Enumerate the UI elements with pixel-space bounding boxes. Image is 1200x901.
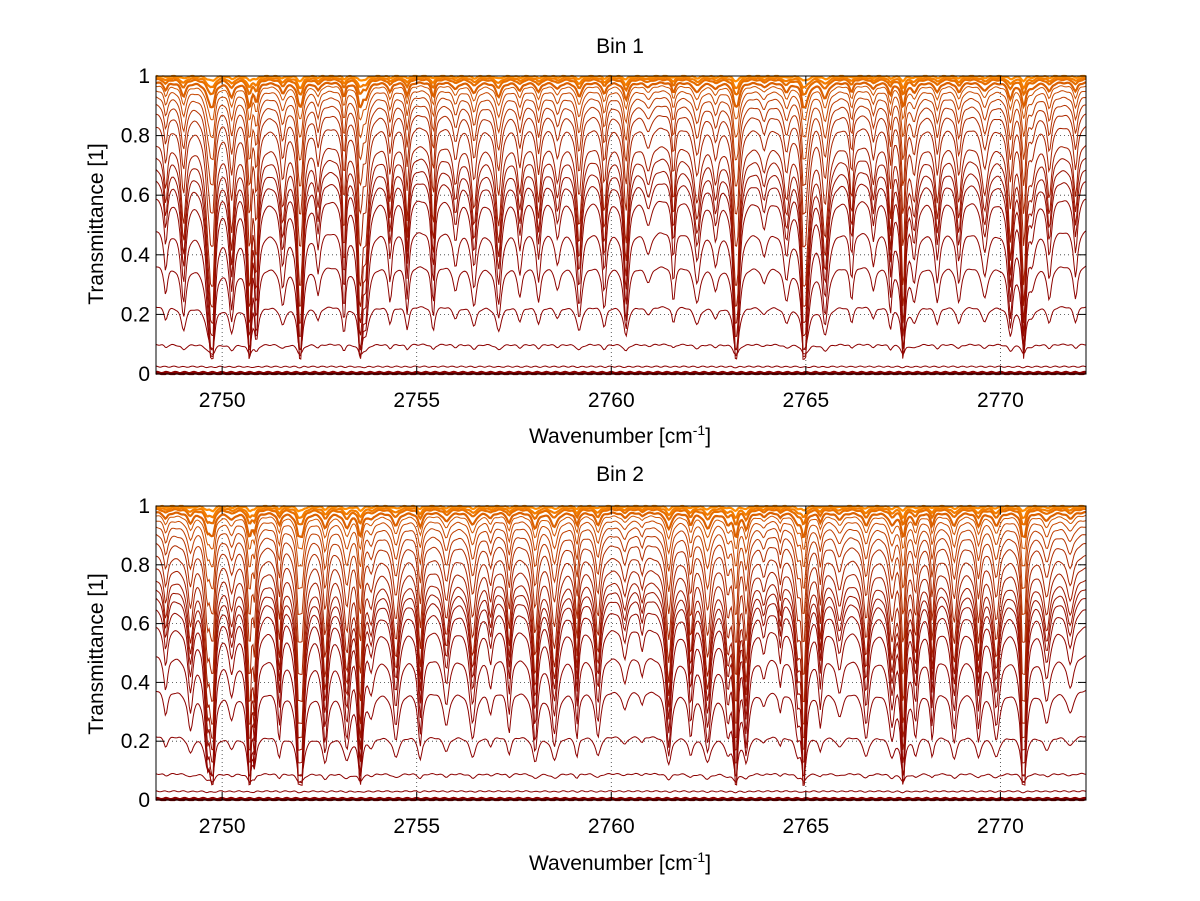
y-tick-label: 0.6 [121, 184, 150, 207]
series-line [155, 506, 1087, 520]
x-axis-label-exponent: -1 [693, 849, 706, 865]
x-tick-label: 2755 [393, 815, 440, 838]
y-axis-label: Transmittance [1] [85, 573, 108, 734]
x-tick-label: 2760 [588, 815, 635, 838]
series-line [155, 81, 1087, 110]
x-tick-label: 2750 [199, 389, 246, 412]
series-line [155, 230, 1087, 360]
y-tick-label: 0.2 [121, 303, 150, 326]
series-line [155, 365, 1087, 369]
series-line [155, 113, 1087, 215]
y-tick-label: 0 [138, 363, 150, 386]
x-tick-label: 2770 [977, 389, 1024, 412]
series-line [155, 533, 1087, 616]
y-tick-label: 1 [138, 495, 150, 518]
series-line [155, 507, 1087, 526]
x-axis-label-exponent: -1 [693, 422, 706, 438]
x-axis-label-main: Wavenumber [cm [529, 425, 693, 448]
series-line [155, 579, 1087, 725]
y-tick-label: 0.4 [121, 244, 151, 267]
y-tick-label: 0 [138, 789, 150, 812]
series-line [155, 526, 1087, 590]
y-tick-label: 0.8 [121, 554, 150, 577]
series-line [155, 180, 1087, 337]
x-axis-label: Wavenumber [cm-1] [529, 849, 711, 875]
series-line [155, 689, 1087, 784]
series-line [155, 198, 1087, 351]
series-line [155, 626, 1087, 777]
series-line [155, 77, 1087, 97]
series-line [155, 104, 1086, 187]
x-axis-label: Wavenumber [cm-1] [529, 422, 711, 448]
x-tick-label: 2755 [393, 389, 440, 412]
series-line [155, 157, 1087, 308]
plot-area-frame [155, 75, 1087, 375]
x-tick-label: 2750 [199, 815, 246, 838]
series-line [155, 370, 1087, 375]
chart-bin-2: Bin 2 Transmittance [1] Wavenumber [cm-1… [85, 463, 1087, 875]
series-line [155, 510, 1087, 539]
y-tick-label: 0.6 [121, 613, 150, 636]
series-line [155, 772, 1087, 783]
series-line [155, 514, 1087, 551]
series-line [155, 655, 1087, 786]
series-line [155, 609, 1086, 764]
x-tick-label: 2765 [782, 389, 829, 412]
series-line [155, 76, 1087, 90]
chart-bin-1: Bin 1 Transmittance [1] Wavenumber [cm-1… [85, 35, 1087, 448]
series-line [155, 343, 1087, 356]
y-tick-label: 0.8 [121, 125, 150, 148]
chart-title: Bin 1 [596, 35, 644, 58]
series-lines [155, 74, 1087, 376]
series-line [155, 520, 1087, 568]
x-tick-label: 2765 [782, 815, 829, 838]
y-tick-label: 1 [138, 65, 150, 88]
y-tick-label: 0.4 [121, 671, 151, 694]
x-axis-label-end: ] [705, 425, 711, 448]
plot-area-frame [155, 505, 1087, 801]
series-line [155, 144, 1087, 287]
axis-ticks: 2750 2755 2760 2765 2770 0 0.2 0.4 0.6 0.8 1 [121, 65, 1086, 412]
x-axis-label-main: Wavenumber [cm [529, 852, 693, 875]
axis-ticks: 2750 2755 2760 2765 2770 0 0.2 0.4 0.6 0.8 1 [121, 495, 1086, 838]
series-line [155, 126, 1087, 248]
y-tick-label: 0.2 [121, 730, 150, 753]
series-line [155, 554, 1087, 675]
y-axis-label: Transmittance [1] [85, 143, 108, 304]
x-tick-label: 2760 [588, 389, 635, 412]
x-tick-label: 2770 [977, 815, 1024, 838]
series-line [156, 796, 1087, 801]
series-line [155, 567, 1087, 703]
series-line [155, 306, 1087, 351]
x-axis-label-end: ] [705, 852, 711, 875]
series-line [155, 169, 1087, 325]
series-line [155, 265, 1087, 359]
series-line [155, 90, 1087, 139]
series-line [155, 96, 1087, 161]
series-line [155, 85, 1087, 121]
series-line [155, 735, 1087, 778]
chart-title: Bin 2 [596, 463, 644, 486]
series-line [155, 542, 1087, 643]
series-line [155, 790, 1087, 794]
